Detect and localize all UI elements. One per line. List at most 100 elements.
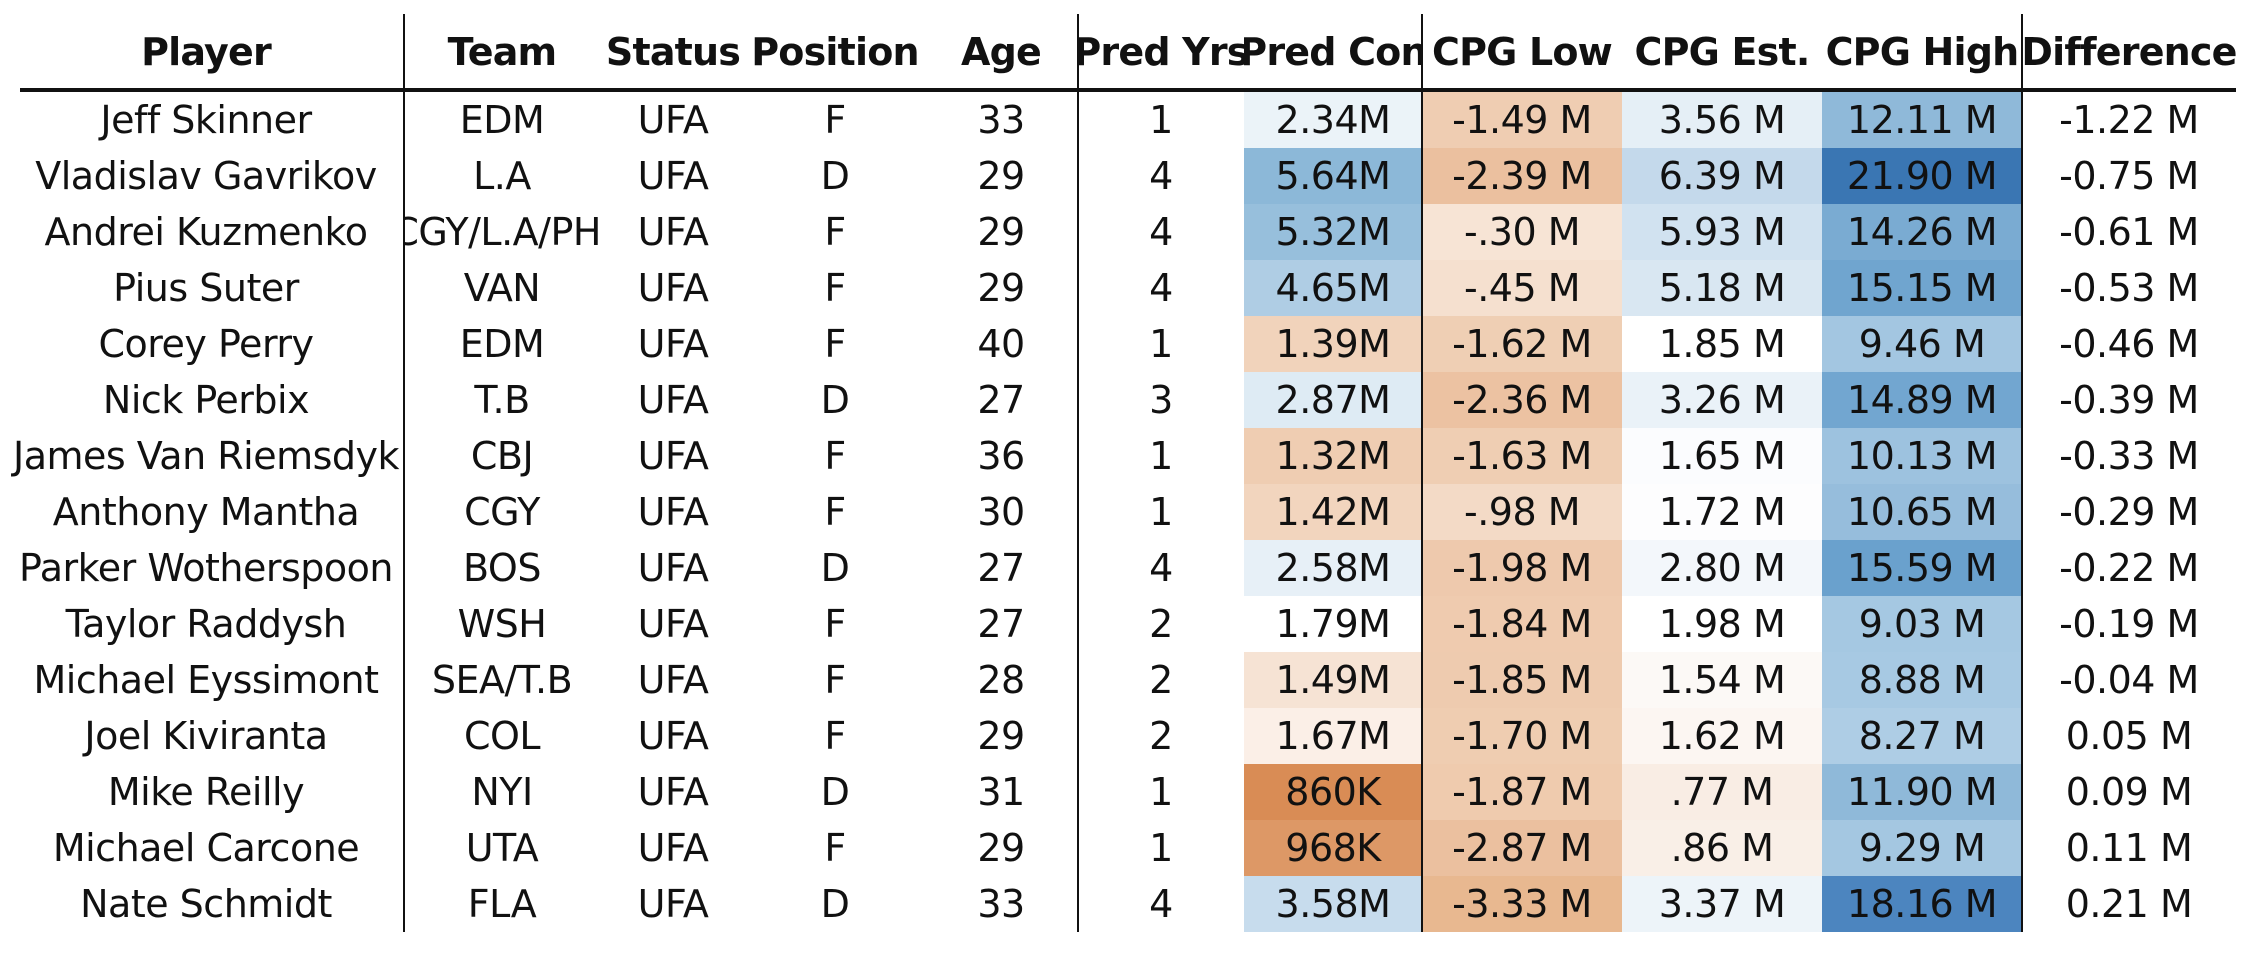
cell-team: COL bbox=[463, 714, 541, 758]
cell-pred-yrs: 1 bbox=[1149, 826, 1173, 870]
cell-cpg-high: 11.90 M bbox=[1822, 764, 2022, 820]
cell-player: Taylor Raddysh bbox=[65, 602, 347, 646]
cell-cpg-est: .77 M bbox=[1622, 764, 1822, 820]
cell-age: 33 bbox=[977, 98, 1025, 142]
cell-team: NYI bbox=[471, 770, 533, 814]
cell-age: 28 bbox=[977, 658, 1025, 702]
cell-age: 31 bbox=[977, 770, 1025, 814]
cell-status: UFA bbox=[637, 98, 709, 142]
cell-cpg-high: 9.46 M bbox=[1822, 316, 2022, 372]
cell-position: D bbox=[820, 546, 850, 590]
cell-age: 40 bbox=[977, 322, 1025, 366]
cell-position: F bbox=[824, 602, 846, 646]
cell-pred-yrs: 3 bbox=[1149, 378, 1173, 422]
cell-player: Pius Suter bbox=[113, 266, 299, 310]
cell-player: Nick Perbix bbox=[102, 378, 310, 422]
cell-player: Nate Schmidt bbox=[80, 882, 332, 926]
cell-age: 27 bbox=[977, 546, 1025, 590]
cell-player: Mike Reilly bbox=[107, 770, 305, 814]
cell-position: F bbox=[824, 322, 846, 366]
cell-player: Andrei Kuzmenko bbox=[44, 210, 368, 254]
cell-difference: 0.11 M bbox=[2065, 826, 2193, 870]
cell-team: UTA bbox=[465, 826, 539, 870]
cell-age: 27 bbox=[977, 602, 1025, 646]
cell-cpg-high: 15.15 M bbox=[1822, 260, 2022, 316]
cell-pred-con: 2.87M bbox=[1244, 372, 1422, 428]
cell-team: T.B bbox=[474, 378, 530, 422]
cell-cpg-est: 1.85 M bbox=[1622, 316, 1822, 372]
cell-position: F bbox=[824, 266, 846, 310]
cell-position: F bbox=[824, 98, 846, 142]
cell-age: 33 bbox=[977, 882, 1025, 926]
cell-pred-con: 1.32M bbox=[1244, 428, 1422, 484]
cell-pred-yrs: 1 bbox=[1149, 490, 1173, 534]
cell-cpg-low: -1.63 M bbox=[1422, 428, 1622, 484]
cell-team: L.A bbox=[473, 154, 531, 198]
cell-difference: -0.53 M bbox=[2059, 266, 2199, 310]
cell-cpg-low: -2.39 M bbox=[1422, 148, 1622, 204]
cell-team: CGY/L.A/PHI bbox=[404, 210, 600, 254]
cell-cpg-low: -1.98 M bbox=[1422, 540, 1622, 596]
cell-player: Jeff Skinner bbox=[100, 98, 312, 142]
cell-difference: 0.05 M bbox=[2065, 714, 2193, 758]
cell-pred-con: 1.67M bbox=[1244, 708, 1422, 764]
cell-difference: -0.46 M bbox=[2059, 322, 2199, 366]
cell-difference: -0.22 M bbox=[2059, 546, 2199, 590]
header-difference: Difference bbox=[2022, 30, 2236, 74]
cell-cpg-high: 21.90 M bbox=[1822, 148, 2022, 204]
cell-position: F bbox=[824, 826, 846, 870]
cell-player: James Van Riemsdyk bbox=[12, 434, 400, 478]
header-position: Position bbox=[751, 30, 919, 74]
divider-cpg-high bbox=[2021, 14, 2023, 932]
cell-team: BOS bbox=[463, 546, 541, 590]
cell-cpg-high: 10.65 M bbox=[1822, 484, 2022, 540]
cell-team: SEA/T.B bbox=[431, 658, 573, 702]
cell-difference: -0.75 M bbox=[2059, 154, 2199, 198]
cell-pred-yrs: 2 bbox=[1149, 714, 1173, 758]
cell-cpg-low: -2.87 M bbox=[1422, 820, 1622, 876]
cell-cpg-low: -1.85 M bbox=[1422, 652, 1622, 708]
cell-difference: 0.09 M bbox=[2065, 770, 2193, 814]
cell-pred-yrs: 1 bbox=[1149, 98, 1173, 142]
cell-pred-con: 1.39M bbox=[1244, 316, 1422, 372]
cell-team: VAN bbox=[463, 266, 541, 310]
cell-status: UFA bbox=[637, 210, 709, 254]
cell-age: 36 bbox=[977, 434, 1025, 478]
cell-pred-yrs: 4 bbox=[1149, 546, 1173, 590]
cell-cpg-high: 18.16 M bbox=[1822, 876, 2022, 932]
cell-pred-yrs: 4 bbox=[1149, 154, 1173, 198]
cell-cpg-low: -3.33 M bbox=[1422, 876, 1622, 932]
cell-status: UFA bbox=[637, 714, 709, 758]
cell-cpg-est: 1.65 M bbox=[1622, 428, 1822, 484]
cell-status: UFA bbox=[637, 658, 709, 702]
cell-pred-con: 860K bbox=[1244, 764, 1422, 820]
header-cpg-est: CPG Est. bbox=[1634, 30, 1811, 74]
cell-difference: -0.29 M bbox=[2059, 490, 2199, 534]
header-pred-yrs: Pred Yrs bbox=[1078, 30, 1244, 74]
cell-difference: -0.39 M bbox=[2059, 378, 2199, 422]
cell-cpg-est: 3.56 M bbox=[1622, 92, 1822, 148]
cell-position: D bbox=[820, 378, 850, 422]
cell-team: FLA bbox=[467, 882, 537, 926]
cell-status: UFA bbox=[637, 602, 709, 646]
divider-player bbox=[403, 14, 405, 932]
cell-age: 29 bbox=[977, 826, 1025, 870]
cell-pred-yrs: 1 bbox=[1149, 322, 1173, 366]
cell-age: 29 bbox=[977, 210, 1025, 254]
cell-cpg-low: -.98 M bbox=[1422, 484, 1622, 540]
cell-player: Vladislav Gavrikov bbox=[35, 154, 377, 198]
cell-position: F bbox=[824, 658, 846, 702]
cell-pred-con: 3.58M bbox=[1244, 876, 1422, 932]
cell-pred-con: 968K bbox=[1244, 820, 1422, 876]
cell-cpg-high: 9.03 M bbox=[1822, 596, 2022, 652]
cell-difference: -0.04 M bbox=[2059, 658, 2199, 702]
cell-status: UFA bbox=[637, 546, 709, 590]
cell-pred-con: 2.34M bbox=[1244, 92, 1422, 148]
cell-team: EDM bbox=[459, 98, 545, 142]
cell-cpg-low: -2.36 M bbox=[1422, 372, 1622, 428]
cell-status: UFA bbox=[637, 378, 709, 422]
cell-position: F bbox=[824, 210, 846, 254]
cell-cpg-low: -1.84 M bbox=[1422, 596, 1622, 652]
cell-cpg-high: 8.27 M bbox=[1822, 708, 2022, 764]
header-status: Status bbox=[605, 30, 741, 74]
